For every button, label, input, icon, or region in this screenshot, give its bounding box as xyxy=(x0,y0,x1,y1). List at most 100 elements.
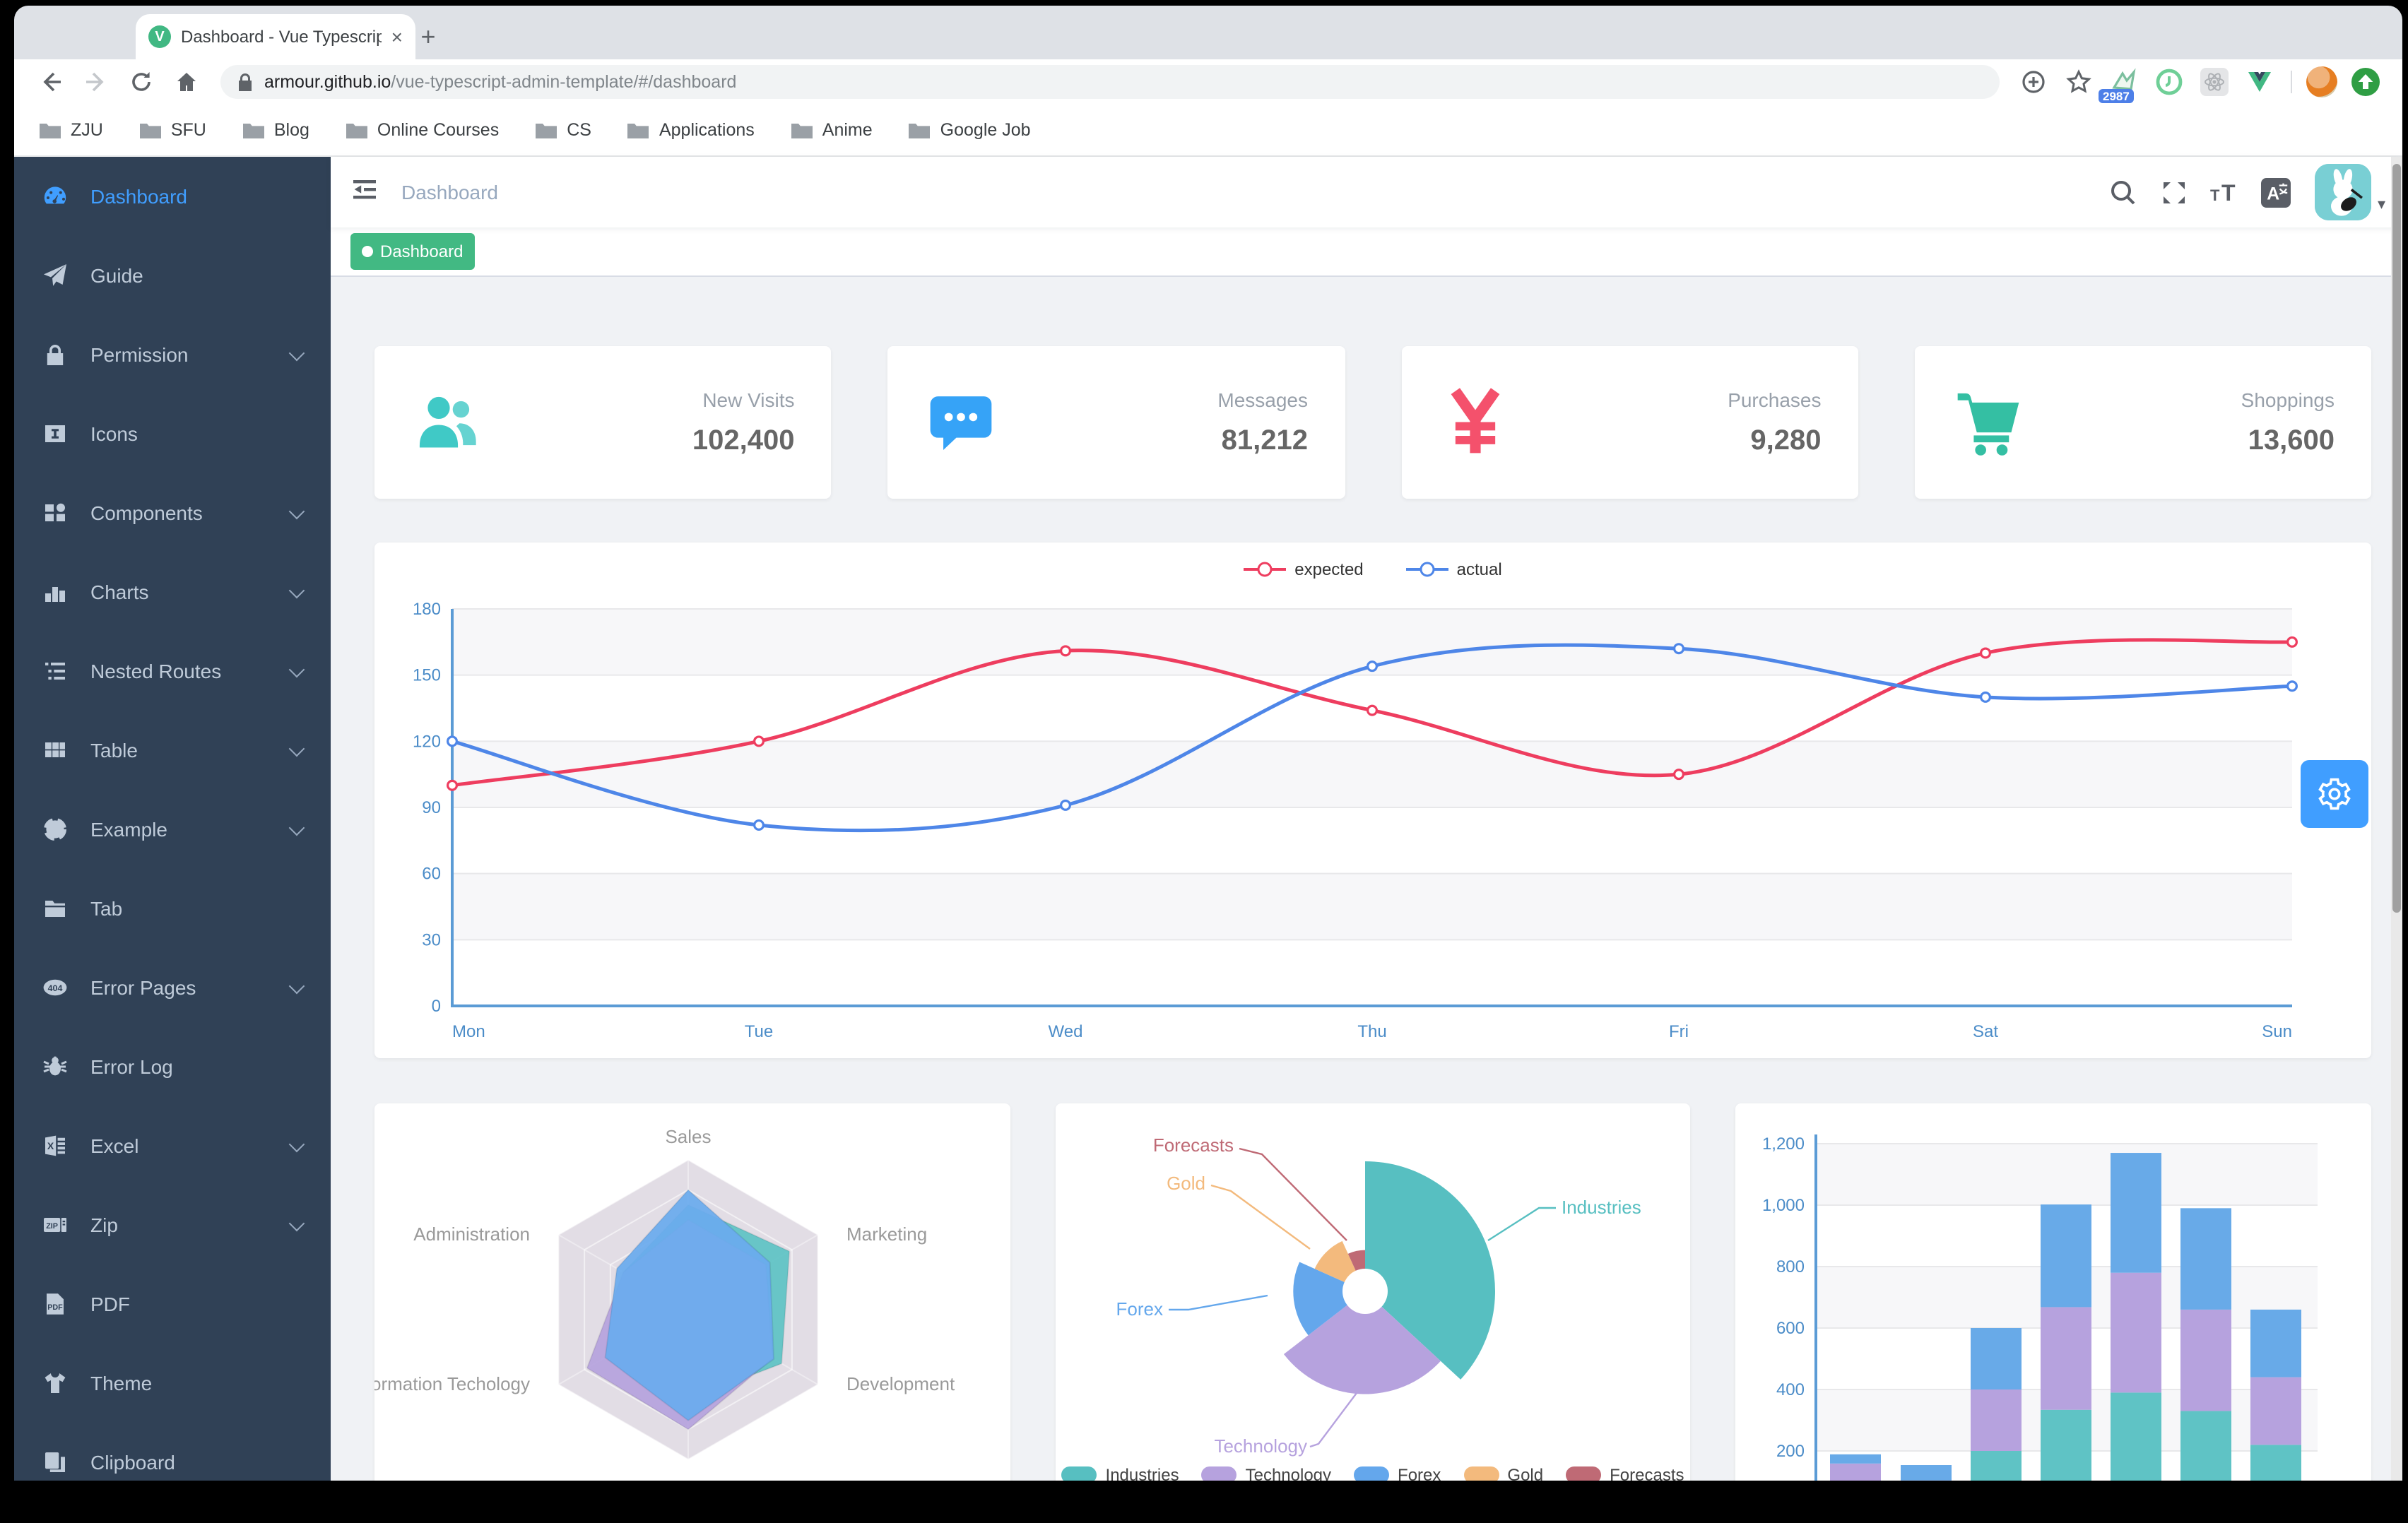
sidebar-item-clipboard[interactable]: Clipboard xyxy=(14,1423,331,1481)
svg-text:Wed: Wed xyxy=(1049,1022,1083,1041)
svg-text:1,000: 1,000 xyxy=(1763,1196,1805,1215)
legend-label: Forecasts xyxy=(1610,1465,1684,1481)
sidebar-item-error-pages[interactable]: 404 Error Pages xyxy=(14,948,331,1027)
search-icon[interactable] xyxy=(2105,174,2142,211)
bookmark-label: Applications xyxy=(659,120,755,140)
stat-card-messages[interactable]: Messages 81,212 xyxy=(887,346,1345,499)
bookmark-item[interactable]: Anime xyxy=(791,120,873,140)
sidebar-item-zip[interactable]: ZIP Zip xyxy=(14,1185,331,1264)
extension-badge-icon[interactable]: 2987 xyxy=(2099,65,2141,103)
svg-text:T: T xyxy=(2222,179,2236,205)
caret-down-icon[interactable]: ▾ xyxy=(2377,196,2385,213)
bar-chart[interactable]: 200 400 600 800 1,000 1,200 xyxy=(1736,1103,2368,1481)
sidebar-item-charts[interactable]: Charts xyxy=(14,552,331,632)
svg-text:404: 404 xyxy=(48,983,63,993)
guide-icon xyxy=(42,263,68,288)
svg-text:Marketing: Marketing xyxy=(846,1223,927,1245)
legend-label: Technology xyxy=(1245,1465,1332,1481)
sidebar-item-error-log[interactable]: Error Log xyxy=(14,1027,331,1106)
sidebar-item-dashboard[interactable]: Dashboard xyxy=(14,157,331,236)
extension-react-icon[interactable] xyxy=(2197,65,2231,99)
sidebar-item-table[interactable]: Table xyxy=(14,711,331,790)
pie-legend-item-forecasts[interactable]: Forecasts xyxy=(1566,1465,1684,1481)
user-avatar[interactable] xyxy=(2315,164,2372,220)
stat-card-new-visits[interactable]: New Visits 102,400 xyxy=(374,346,832,499)
browser-profile-avatar[interactable] xyxy=(2306,66,2337,97)
zoom-plus-icon[interactable] xyxy=(2017,65,2050,99)
reload-icon[interactable] xyxy=(124,65,158,99)
stat-card-shoppings[interactable]: Shoppings 13,600 xyxy=(1914,346,2371,499)
sidebar-item-nested-routes[interactable]: Nested Routes xyxy=(14,632,331,711)
update-arrow-icon[interactable] xyxy=(2349,65,2383,99)
back-icon[interactable] xyxy=(34,65,68,99)
bookmark-item[interactable]: Applications xyxy=(627,120,755,140)
breadcrumb[interactable]: Dashboard xyxy=(401,181,498,203)
bookmark-item[interactable]: Blog xyxy=(242,120,309,140)
legend-item-actual[interactable]: actual xyxy=(1405,559,1502,579)
sidebar-item-permission[interactable]: Permission xyxy=(14,315,331,394)
svg-text:Development: Development xyxy=(846,1373,955,1394)
bookmark-item[interactable]: Online Courses xyxy=(346,120,499,140)
bookmark-item[interactable]: Google Job xyxy=(909,120,1031,140)
extension-vue-icon[interactable] xyxy=(2243,65,2277,99)
svg-text:90: 90 xyxy=(422,798,441,817)
scrollbar-thumb[interactable] xyxy=(2392,164,2401,913)
sidebar-fold-icon[interactable] xyxy=(350,174,379,210)
sidebar-item-example[interactable]: Example xyxy=(14,790,331,869)
nested-icon xyxy=(42,658,68,684)
svg-text:60: 60 xyxy=(422,865,441,884)
charts-row: Sales Marketing Development Customer Suppor… xyxy=(374,1103,2372,1481)
charts-icon xyxy=(42,579,68,605)
line-chart[interactable]: 0 30 60 90 120 150 180 Mon Tue Wed Thu Fri Sat Sun xyxy=(391,591,2343,1057)
svg-text:X: X xyxy=(47,1140,54,1151)
sidebar-item-pdf[interactable]: PDF PDF xyxy=(14,1264,331,1344)
svg-text:Thu: Thu xyxy=(1357,1022,1386,1041)
sidebar-item-tab[interactable]: Tab xyxy=(14,869,331,948)
sidebar-item-label: Zip xyxy=(90,1214,118,1236)
forward-icon[interactable] xyxy=(79,65,113,99)
sidebar-item-theme[interactable]: Theme xyxy=(14,1344,331,1423)
svg-text:T: T xyxy=(2211,186,2221,203)
fullscreen-icon[interactable] xyxy=(2156,174,2192,211)
tags-view: Dashboard xyxy=(331,227,2402,277)
home-icon[interactable] xyxy=(170,65,203,99)
bookmark-item[interactable]: ZJU xyxy=(40,120,103,140)
new-tab-button[interactable]: + xyxy=(420,22,436,50)
svg-text:Sales: Sales xyxy=(665,1126,711,1147)
bookmark-item[interactable]: SFU xyxy=(139,120,206,140)
translate-icon[interactable]: A xyxy=(2258,174,2294,211)
sidebar-item-guide[interactable]: Guide xyxy=(14,236,331,315)
svg-text:150: 150 xyxy=(413,666,441,685)
svg-text:Information Techology: Information Techology xyxy=(374,1373,530,1394)
legend-label: Forex xyxy=(1398,1465,1441,1481)
folder-icon xyxy=(536,124,557,138)
stat-card-purchases[interactable]: Purchases 9,280 xyxy=(1401,346,1858,499)
pie-legend-item-technology[interactable]: Technology xyxy=(1201,1465,1332,1481)
pie-legend-item-industries[interactable]: Industries xyxy=(1061,1465,1179,1481)
folder-icon xyxy=(627,124,649,138)
pie-chart[interactable]: Industries Technology Forex Gold Forecasts xyxy=(1055,1103,1687,1481)
folder-icon xyxy=(139,124,161,138)
extension-green-icon[interactable] xyxy=(2152,65,2186,99)
page-scrollbar[interactable] xyxy=(2391,157,2402,1481)
pdf-icon: PDF xyxy=(42,1291,68,1317)
sidebar-item-label: Icons xyxy=(90,422,138,445)
example-icon xyxy=(42,817,68,842)
legend-item-expected[interactable]: expected xyxy=(1244,559,1364,579)
pie-legend-item-forex[interactable]: Forex xyxy=(1354,1465,1441,1481)
dashboard-icon xyxy=(42,184,68,209)
address-bar[interactable]: armour.github.io/vue-typescript-admin-te… xyxy=(220,65,2000,99)
sidebar-item-icons[interactable]: Icons xyxy=(14,394,331,473)
sidebar-item-excel[interactable]: X Excel xyxy=(14,1106,331,1185)
sidebar-item-components[interactable]: Components xyxy=(14,473,331,552)
tag-dashboard[interactable]: Dashboard xyxy=(350,233,475,270)
bookmark-item[interactable]: CS xyxy=(536,120,591,140)
bookmark-star-icon[interactable] xyxy=(2062,65,2096,99)
app: Dashboard Guide Permission Icons Components C… xyxy=(14,157,2402,1481)
tab-close-icon[interactable]: × xyxy=(391,25,403,48)
browser-tab[interactable]: V Dashboard - Vue Typescript Ad × xyxy=(136,14,415,59)
pie-legend-item-gold[interactable]: Gold xyxy=(1463,1465,1543,1481)
settings-button[interactable] xyxy=(2301,760,2368,828)
